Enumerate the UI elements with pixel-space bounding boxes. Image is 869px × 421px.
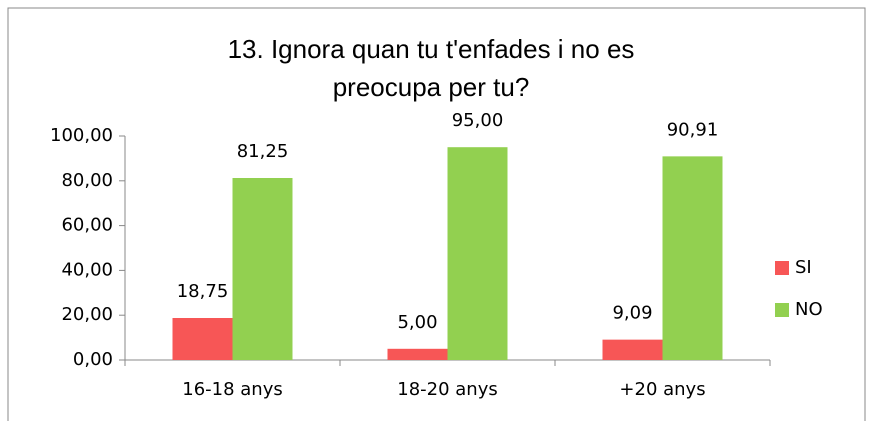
data-label: 9,09 [612, 303, 652, 324]
y-tick-label: 0,00 [73, 349, 113, 370]
y-tick-label: 60,00 [61, 215, 113, 236]
legend-label: SI [795, 257, 812, 278]
y-tick-label: 100,00 [50, 125, 113, 146]
x-tick-label: 18-20 anys [397, 379, 498, 400]
data-label: 95,00 [452, 110, 504, 131]
x-tick-label: +20 anys [619, 379, 705, 400]
bar [447, 147, 508, 360]
data-label: 81,25 [237, 141, 289, 162]
bar [172, 318, 233, 360]
data-label: 18,75 [177, 281, 229, 302]
y-tick-label: 40,00 [61, 259, 113, 280]
chart-title: 13. Ignora quan tu t'enfades i no es pre… [227, 34, 635, 102]
bar [602, 339, 663, 360]
legend-swatch [775, 303, 789, 317]
legend-swatch [775, 261, 789, 275]
bar [387, 348, 448, 360]
bar [662, 156, 723, 360]
x-tick-label: 16-18 anys [182, 379, 283, 400]
y-tick-label: 80,00 [61, 170, 113, 191]
legend-label: NO [795, 299, 823, 320]
y-tick-label: 20,00 [61, 304, 113, 325]
data-label: 5,00 [397, 312, 437, 333]
data-label: 90,91 [667, 119, 719, 140]
bar [232, 178, 293, 360]
